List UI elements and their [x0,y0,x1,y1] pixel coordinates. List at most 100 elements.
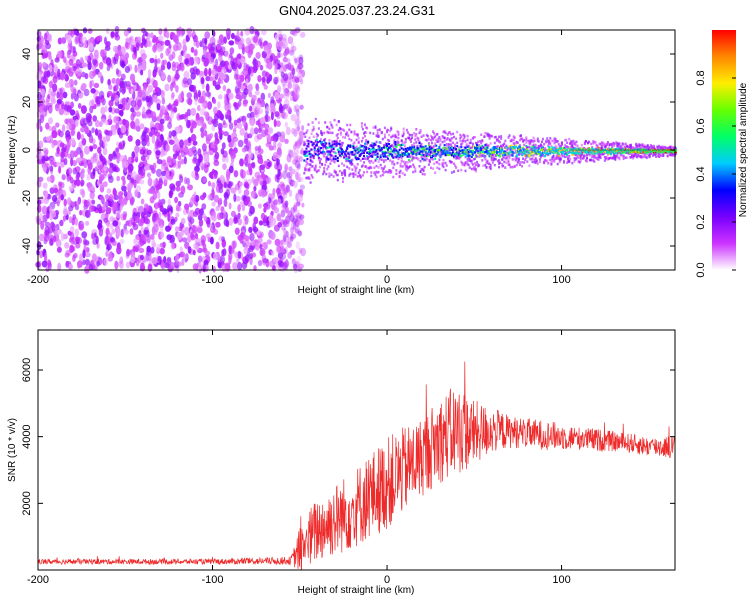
spectrogram-noise-cell [133,238,138,245]
spectrogram-noise-cell [205,233,211,239]
spectrogram-halo-cell [351,168,354,171]
spectrogram-noise-cell [87,120,93,127]
spectrogram-noise-cell [126,248,130,257]
spectrogram-noise-cell [184,241,190,249]
spectrogram-noise-cell [202,213,206,219]
spectrogram-noise-cell [123,160,129,168]
spectrogram-noise-cell [187,98,193,106]
spectrogram-halo-cell [501,158,504,161]
spectrogram-halo-cell [372,132,375,135]
spectrogram-noise-cell [275,187,281,195]
spectrogram-halo-cell [375,140,378,144]
spectrogram-noise-cell [301,69,306,78]
spectrogram-noise-cell [175,143,181,152]
spectrogram-noise-cell [218,197,223,204]
spectrogram-noise-cell [149,57,155,64]
spectrogram-halo-cell [491,161,494,164]
spectrogram-signal-cell [401,143,404,146]
spectrogram-halo-cell [366,126,369,130]
spectrogram-noise-cell [287,72,292,80]
spectrogram-signal-cell [347,144,350,147]
spectrogram-noise-cell [51,142,55,149]
spectrogram-noise-cell [154,202,158,210]
spectrogram-noise-cell [69,244,74,253]
spectrogram-noise-cell [294,57,299,66]
spectrogram-noise-cell [282,170,288,180]
spectrogram-halo-cell [460,168,463,172]
spectrogram-noise-cell [266,239,272,245]
spectrogram-halo-cell [354,152,357,155]
spectrogram-noise-cell [282,234,287,243]
spectrogram-noise-cell [257,237,263,243]
spectrogram-noise-cell [140,69,144,76]
spectrogram-halo-cell [443,136,446,140]
spectrogram-noise-cell [145,95,150,103]
spectrogram-noise-cell [293,221,297,230]
spectrogram-halo-cell [438,158,441,161]
spectrogram-halo-cell [396,161,399,165]
spectrogram-noise-cell [298,189,302,196]
spectrogram-noise-cell [195,170,199,177]
spectrogram-halo-cell [321,163,324,166]
spectrogram-noise-cell [75,119,79,127]
spectrogram-noise-cell [258,189,264,197]
spectrogram-signal-cell [388,143,391,146]
spectrogram-halo-cell [307,123,310,126]
spectrogram-noise-cell [68,185,74,192]
spectrogram-noise-cell [192,140,198,146]
spectrogram-noise-cell [108,114,112,122]
spectrogram-noise-cell [116,228,122,237]
spectrogram-noise-cell [58,92,64,101]
spectrogram-signal-cell [440,148,443,152]
spectrogram-noise-cell [202,263,206,273]
spectrogram-halo-cell [462,139,465,142]
spectrogram-signal-cell [365,146,368,149]
spectrogram-halo-cell [354,169,357,173]
spectrogram-noise-cell [187,246,192,254]
spectrogram-noise-cell [186,78,193,86]
spectrogram-noise-cell [204,67,208,77]
spectrogram-noise-cell [150,32,154,39]
spectrogram-noise-cell [42,214,48,223]
spectrogram-noise-cell [288,49,295,56]
spectrogram-noise-cell [127,135,133,142]
spectrogram-noise-cell [202,177,207,183]
spectrogram-halo-cell [360,125,363,128]
spectrogram-halo-cell [344,171,347,174]
spectrogram-signal-cell [456,145,459,148]
spectrogram-noise-cell [163,114,169,121]
spectrogram-halo-cell [549,137,552,140]
spectrogram-noise-cell [124,52,129,59]
spectrogram-noise-cell [220,73,226,80]
spectrogram-halo-cell [309,163,312,166]
spectrogram-noise-cell [290,46,294,54]
spectrogram-halo-cell [323,167,326,170]
spectrogram-noise-cell [251,161,256,169]
spectrogram-noise-cell [100,195,105,203]
spectrogram-noise-cell [251,94,257,102]
spectrogram-signal-cell [424,151,427,154]
spectrogram-halo-cell [452,132,454,136]
spectrogram-halo-cell [399,162,402,165]
spectrogram-noise-cell [263,215,268,222]
spectrogram-halo-cell [571,142,574,145]
spectrogram-halo-cell [317,127,320,130]
spectrogram-noise-cell [42,182,48,189]
spectrogram-noise-cell [118,119,124,125]
spectrogram-halo-cell [348,128,351,131]
spectrogram-halo-cell [484,155,487,158]
spectrogram-noise-cell [283,51,288,57]
spectrogram-noise-cell [160,71,166,81]
spectrogram-noise-cell [166,156,172,163]
spectrogram-noise-cell [94,166,99,172]
spectrogram-noise-cell [233,170,239,178]
spectrogram-halo-cell [319,160,321,163]
spectrogram-noise-cell [166,61,172,70]
spectrogram-noise-cell [66,142,70,151]
spectrogram-halo-cell [445,145,448,148]
spectrogram-noise-cell [96,260,100,267]
spectrogram-noise-cell [205,137,211,145]
spectrogram-noise-cell [242,170,247,178]
spectrogram-noise-cell [292,30,298,37]
spectrogram-signal-cell [501,148,504,151]
